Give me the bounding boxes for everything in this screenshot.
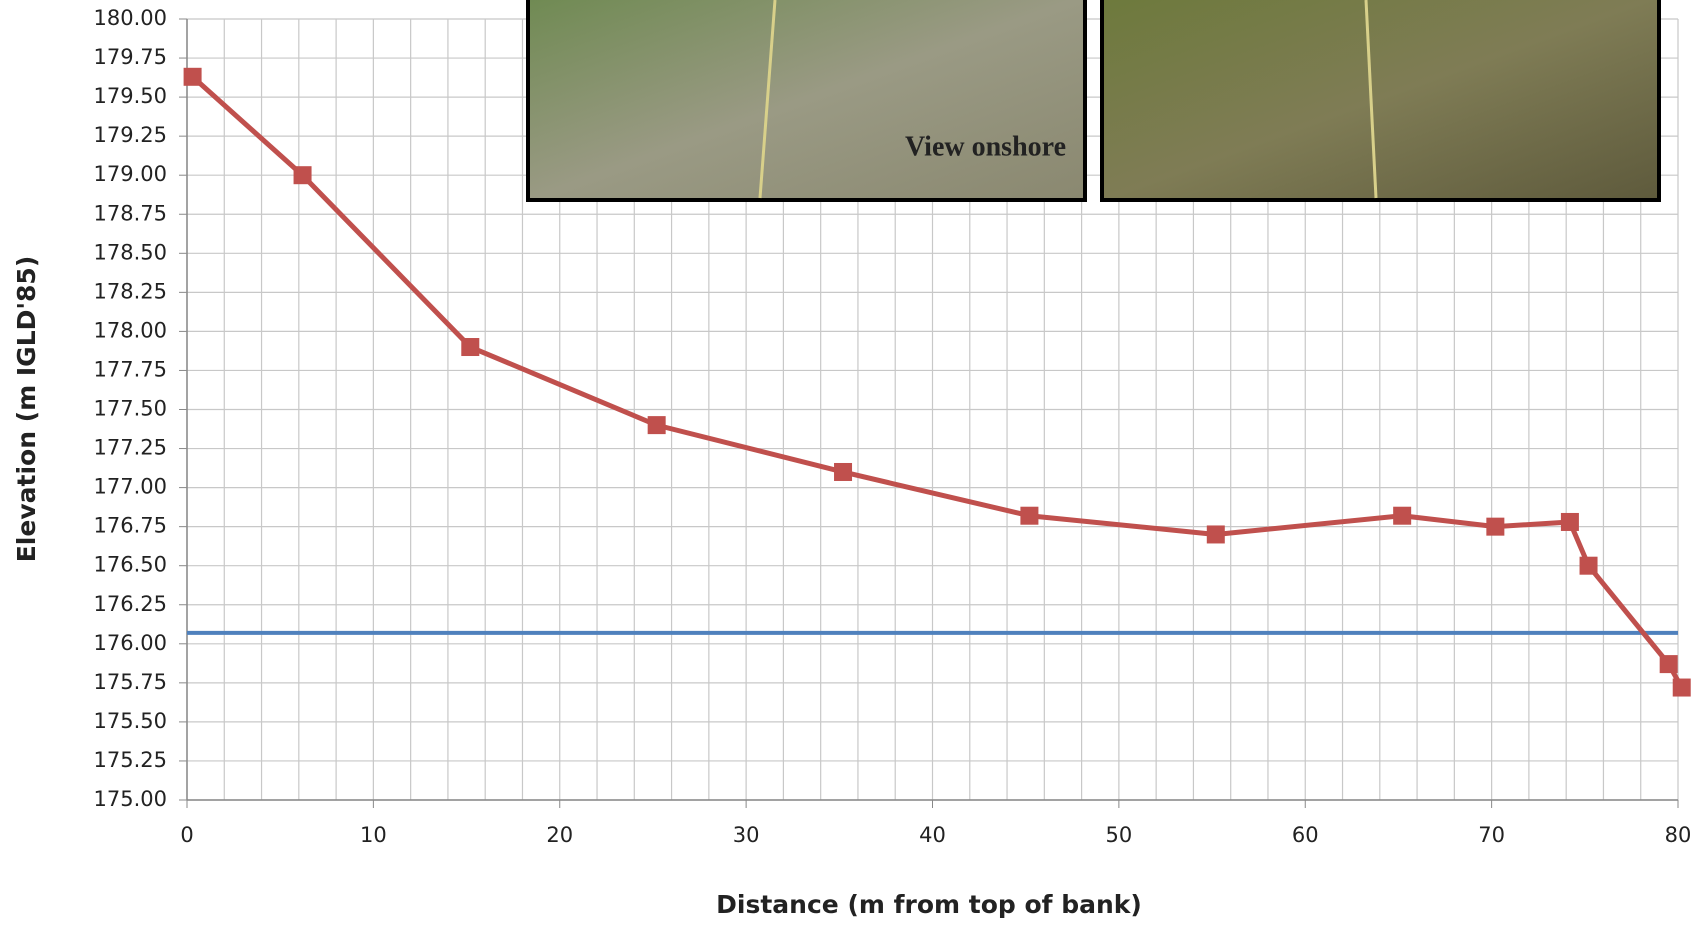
data-point bbox=[184, 68, 202, 86]
data-point bbox=[1673, 679, 1691, 697]
y-tick-label: 176.00 bbox=[94, 631, 167, 655]
data-point bbox=[1561, 513, 1579, 531]
x-tick-label: 50 bbox=[1106, 823, 1133, 847]
data-point bbox=[1393, 507, 1411, 525]
data-point bbox=[648, 416, 666, 434]
photo-caption: View onshore bbox=[905, 131, 1066, 162]
photo bbox=[528, 0, 1085, 200]
y-tick-label: 175.25 bbox=[94, 748, 167, 772]
x-tick-label: 60 bbox=[1292, 823, 1319, 847]
data-point bbox=[834, 463, 852, 481]
y-tick-label: 177.75 bbox=[94, 357, 167, 381]
y-tick-label: 178.50 bbox=[94, 240, 167, 264]
y-tick-label: 177.25 bbox=[94, 436, 167, 460]
data-point bbox=[1580, 557, 1598, 575]
y-tick-label: 178.25 bbox=[94, 279, 167, 303]
chart: 175.00 175.25 175.50 175.75 176.00 176.25 176.… bbox=[0, 0, 1707, 926]
y-tick-label: 176.50 bbox=[94, 553, 167, 577]
y-axis-title: Elevation (m IGLD'85) bbox=[12, 256, 41, 563]
y-tick-label: 179.75 bbox=[94, 45, 167, 69]
data-point bbox=[294, 166, 312, 184]
y-tick-label: 178.75 bbox=[94, 201, 167, 225]
y-tick-label: 177.00 bbox=[94, 475, 167, 499]
y-tick-label: 175.75 bbox=[94, 670, 167, 694]
y-tick-label: 177.50 bbox=[94, 397, 167, 421]
y-tick-label: 176.25 bbox=[94, 592, 167, 616]
data-point bbox=[1207, 525, 1225, 543]
x-axis-title: Distance (m from top of bank) bbox=[716, 890, 1142, 919]
y-tick-label: 175.00 bbox=[94, 787, 167, 811]
data-point bbox=[461, 338, 479, 356]
y-tick-label: 180.00 bbox=[94, 6, 167, 30]
x-tick-label: 0 bbox=[180, 823, 193, 847]
y-tick-label: 175.50 bbox=[94, 709, 167, 733]
photo bbox=[1102, 0, 1659, 200]
x-tick-label: 30 bbox=[733, 823, 760, 847]
x-tick-label: 20 bbox=[546, 823, 573, 847]
x-tick-label: 70 bbox=[1478, 823, 1505, 847]
y-tick-label: 179.00 bbox=[94, 162, 167, 186]
x-tick-label: 10 bbox=[360, 823, 387, 847]
data-point bbox=[1020, 507, 1038, 525]
data-point bbox=[1660, 655, 1678, 673]
y-tick-label: 176.75 bbox=[94, 514, 167, 538]
x-tick-label: 40 bbox=[919, 823, 946, 847]
y-tick-label: 179.50 bbox=[94, 84, 167, 108]
data-point bbox=[1486, 518, 1504, 536]
y-tick-label: 178.00 bbox=[94, 318, 167, 342]
y-tick-label: 179.25 bbox=[94, 123, 167, 147]
x-tick-label: 80 bbox=[1665, 823, 1692, 847]
